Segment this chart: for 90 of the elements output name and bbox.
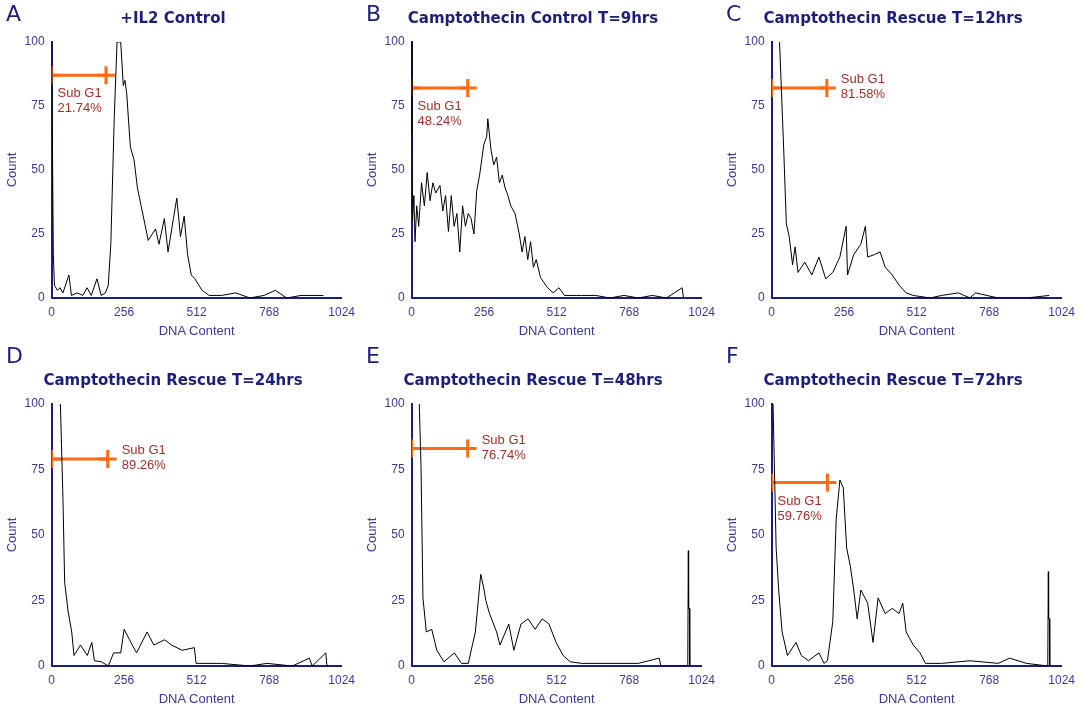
y-tick-label: 25 — [751, 226, 765, 241]
x-tick-label: 0 — [408, 304, 416, 319]
y-tick-label: 0 — [37, 658, 45, 673]
y-tick-label: 50 — [751, 527, 765, 542]
y-tick-label: 50 — [31, 162, 45, 177]
y-tick-label: 100 — [24, 396, 45, 411]
x-tick-label: 0 — [768, 304, 776, 319]
y-tick-label: 0 — [397, 290, 405, 305]
x-tick-label: 768 — [619, 304, 640, 319]
y-tick-label: 25 — [31, 592, 45, 607]
text: A — [6, 0, 22, 26]
text: C — [726, 0, 742, 26]
x-tick-label: 768 — [979, 304, 1000, 319]
x-tick-label: 256 — [114, 304, 135, 319]
y-tick-label: 50 — [31, 527, 45, 542]
text: F — [726, 342, 739, 368]
y-axis-title: Count — [364, 152, 380, 188]
x-tick-label: 256 — [834, 672, 855, 687]
y-tick-label: 25 — [751, 592, 765, 607]
x-tick-label: 768 — [619, 672, 640, 687]
x-tick-label: 0 — [48, 672, 56, 687]
x-tick-label: 1024 — [328, 304, 356, 319]
x-tick-label: 768 — [259, 672, 280, 687]
x-tick-label: 768 — [979, 672, 1000, 687]
x-tick-label: 0 — [408, 672, 416, 687]
y-tick-label: 75 — [31, 461, 45, 476]
y-tick-label: 50 — [391, 162, 405, 177]
y-axis-title: Count — [4, 152, 20, 188]
chart-title: Camptothecin Rescue T=72hrs — [763, 370, 1023, 389]
y-tick-label: 100 — [744, 396, 765, 411]
x-axis-title: DNA Content — [878, 690, 955, 706]
y-axis-title: Count — [724, 517, 740, 553]
x-tick-label: 0 — [48, 304, 56, 319]
x-tick-label: 1024 — [1048, 672, 1076, 687]
x-tick-label: 1024 — [328, 672, 356, 687]
y-tick-label: 0 — [397, 658, 405, 673]
x-tick-label: 512 — [546, 672, 567, 687]
y-tick-label: 100 — [744, 34, 765, 49]
y-tick-label: 0 — [757, 658, 765, 673]
x-tick-label: 256 — [834, 304, 855, 319]
y-tick-label: 100 — [24, 34, 45, 49]
y-tick-label: 25 — [391, 226, 405, 241]
x-axis-title: DNA Content — [878, 322, 955, 338]
x-axis-title: DNA Content — [518, 322, 595, 338]
chart-title: Camptothecin Rescue T=48hrs — [403, 370, 663, 389]
chart-title: Camptothecin Rescue T=12hrs — [763, 8, 1023, 27]
x-tick-label: 768 — [259, 304, 280, 319]
annotation: Sub G1 48.24% — [417, 98, 463, 129]
y-tick-label: 100 — [384, 396, 405, 411]
y-tick-label: 75 — [391, 98, 405, 113]
x-tick-label: 512 — [186, 672, 207, 687]
y-tick-label: 75 — [751, 461, 765, 476]
annotation: Sub G1 76.74% — [481, 431, 527, 462]
y-tick-label: 75 — [31, 98, 45, 113]
y-tick-label: 25 — [391, 592, 405, 607]
x-axis-title: DNA Content — [518, 690, 595, 706]
x-tick-label: 256 — [474, 304, 495, 319]
y-tick-label: 50 — [391, 527, 405, 542]
annotation: Sub G1 81.58% — [840, 71, 886, 102]
y-axis-title: Count — [364, 517, 380, 553]
x-tick-label: 256 — [114, 672, 135, 687]
chart-title: +IL2 Control — [120, 8, 226, 27]
x-tick-label: 1024 — [688, 672, 716, 687]
annotation: Sub G1 89.26% — [121, 442, 167, 473]
text: B — [366, 0, 382, 26]
x-tick-label: 512 — [906, 672, 927, 687]
x-tick-label: 256 — [474, 672, 495, 687]
x-tick-label: 1024 — [688, 304, 716, 319]
annotation: Sub G1 21.74% — [57, 85, 103, 116]
text: E — [366, 342, 380, 368]
x-axis-title: DNA Content — [158, 690, 235, 706]
x-tick-label: 1024 — [1048, 304, 1076, 319]
x-tick-label: 512 — [546, 304, 567, 319]
y-tick-label: 0 — [37, 290, 45, 305]
y-tick-label: 75 — [751, 98, 765, 113]
chart-title: Camptothecin Rescue T=24hrs — [43, 370, 303, 389]
text: D — [6, 342, 23, 368]
y-tick-label: 25 — [31, 226, 45, 241]
chart-title: Camptothecin Control T=9hrs — [407, 8, 659, 27]
y-axis-title: Count — [724, 152, 740, 188]
y-tick-label: 0 — [757, 290, 765, 305]
y-tick-label: 100 — [384, 34, 405, 49]
y-axis-title: Count — [4, 517, 20, 553]
y-tick-label: 75 — [391, 461, 405, 476]
y-tick-label: 50 — [751, 162, 765, 177]
x-axis-title: DNA Content — [158, 322, 235, 338]
x-tick-label: 512 — [906, 304, 927, 319]
x-tick-label: 512 — [186, 304, 207, 319]
x-tick-label: 0 — [768, 672, 776, 687]
annotation: Sub G1 59.76% — [777, 492, 823, 523]
